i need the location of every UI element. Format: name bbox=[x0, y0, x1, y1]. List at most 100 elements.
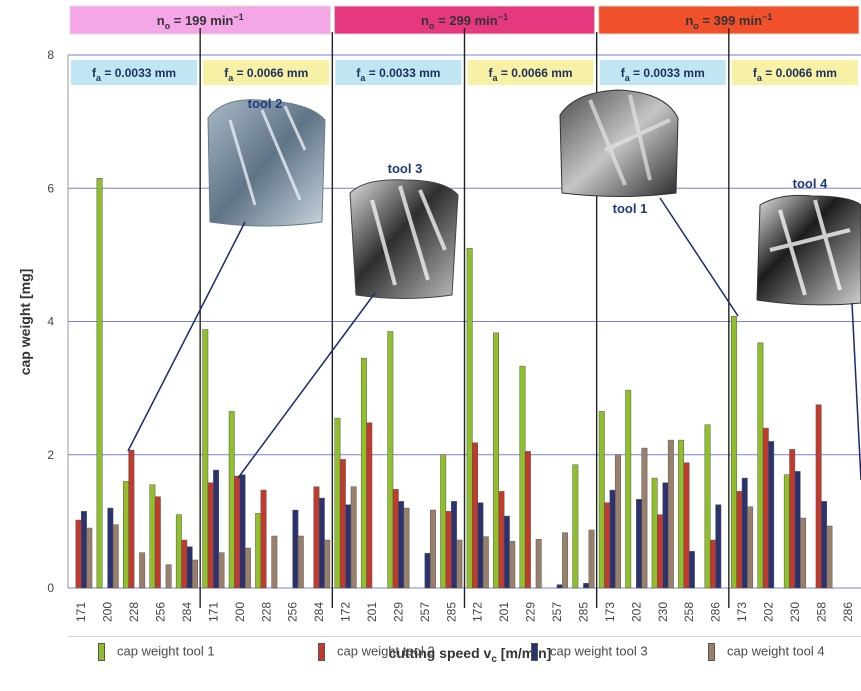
chart-legend: cap weight tool 1 cap weight tool 2 cap … bbox=[68, 636, 861, 677]
tool-4-label: tool 4 bbox=[793, 176, 828, 191]
bar-cap-weight-tool-4-15 bbox=[482, 536, 489, 589]
bar-cap-weight-tool-4-6 bbox=[244, 547, 251, 589]
bar-cap-weight-tool-3-18 bbox=[556, 584, 563, 589]
bar-cap-weight-tool-2-3 bbox=[154, 496, 161, 589]
bar-cap-weight-tool-1-26 bbox=[757, 342, 764, 589]
bar-cap-weight-tool-1-17 bbox=[519, 365, 526, 589]
bar-cap-weight-tool-3-21 bbox=[636, 499, 642, 589]
bar-cap-weight-tool-2-17 bbox=[524, 451, 531, 589]
legend-label: cap weight tool 3 bbox=[550, 643, 648, 659]
tool-3-label: tool 3 bbox=[388, 161, 423, 176]
feed-label-box-0 bbox=[71, 60, 198, 85]
x-tick-label: 171 bbox=[74, 602, 88, 622]
bar-cap-weight-tool-3-1 bbox=[107, 507, 114, 589]
tool-4-pointer bbox=[851, 302, 861, 481]
bar-cap-weight-tool-4-7 bbox=[271, 535, 278, 589]
bar-cap-weight-tool-3-5 bbox=[213, 469, 220, 589]
bar-cap-weight-tool-4-1 bbox=[112, 524, 119, 589]
bar-cap-weight-tool-4-3 bbox=[165, 564, 172, 589]
bars bbox=[75, 178, 833, 589]
feed-label: fa = 0.0033 mm bbox=[92, 66, 176, 83]
x-tick-label: 258 bbox=[682, 602, 696, 622]
bar-cap-weight-tool-4-14 bbox=[456, 539, 463, 589]
bar-cap-weight-tool-3-0 bbox=[80, 511, 87, 589]
bar-cap-weight-tool-3-25 bbox=[741, 477, 748, 589]
bar-cap-weight-tool-4-0 bbox=[86, 527, 93, 589]
bar-cap-weight-tool-1-27 bbox=[783, 474, 790, 589]
bar-cap-weight-tool-1-22 bbox=[651, 477, 658, 589]
legend-item-tool-3: cap weight tool 3 bbox=[531, 643, 648, 661]
speed-header-label: no = 299 min−1 bbox=[421, 12, 508, 31]
bar-cap-weight-tool-4-2 bbox=[139, 552, 146, 589]
bar-cap-weight-tool-4-19 bbox=[588, 529, 595, 589]
x-tick-label: 285 bbox=[444, 602, 458, 622]
bar-cap-weight-tool-3-9 bbox=[318, 497, 325, 589]
bar-cap-weight-tool-1-15 bbox=[466, 247, 473, 589]
tool-1-image bbox=[559, 89, 679, 197]
feed-label-box-4 bbox=[599, 60, 726, 85]
x-tick-label: 286 bbox=[709, 602, 723, 622]
x-tick-label: 172 bbox=[471, 602, 485, 622]
tool-4-image bbox=[756, 194, 861, 306]
x-tick-label: 257 bbox=[550, 602, 564, 622]
bar-cap-weight-tool-4-28 bbox=[826, 525, 833, 589]
bar-cap-weight-tool-3-8 bbox=[292, 509, 299, 589]
x-tick-label: 256 bbox=[286, 602, 300, 622]
x-tick-label: 200 bbox=[101, 602, 115, 622]
bar-cap-weight-tool-3-16 bbox=[503, 515, 510, 589]
bar-cap-weight-tool-4-4 bbox=[192, 559, 199, 589]
feed-label: fa = 0.0066 mm bbox=[224, 66, 308, 83]
x-tick-label: 229 bbox=[524, 602, 538, 622]
bar-cap-weight-tool-3-27 bbox=[794, 471, 801, 589]
bar-cap-weight-tool-4-8 bbox=[297, 535, 304, 589]
bar-cap-weight-tool-2-24 bbox=[709, 539, 716, 589]
x-tick-label: 228 bbox=[127, 602, 141, 622]
bar-cap-weight-tool-2-10 bbox=[339, 459, 346, 589]
bar-cap-weight-tool-3-19 bbox=[583, 583, 590, 589]
bar-cap-weight-tool-4-9 bbox=[324, 539, 331, 589]
tool-2-label: tool 2 bbox=[248, 96, 283, 111]
speed-header-label: no = 399 min−1 bbox=[685, 12, 772, 31]
bar-cap-weight-tool-2-27 bbox=[789, 449, 796, 589]
bar-cap-weight-tool-3-6 bbox=[239, 474, 246, 589]
bar-cap-weight-tool-3-15 bbox=[477, 502, 484, 589]
bar-cap-weight-tool-1-12 bbox=[387, 331, 394, 589]
feed-label-box-1 bbox=[203, 60, 330, 85]
feed-label: fa = 0.0066 mm bbox=[753, 66, 837, 83]
x-tick-label: 202 bbox=[761, 602, 775, 622]
bar-cap-weight-tool-3-23 bbox=[688, 551, 695, 589]
bar-cap-weight-tool-4-25 bbox=[747, 506, 754, 589]
y-tick-label: 8 bbox=[47, 48, 54, 62]
legend-swatch bbox=[708, 643, 715, 661]
bar-cap-weight-tool-1-6 bbox=[228, 411, 235, 589]
bar-cap-weight-tool-2-26 bbox=[762, 427, 769, 589]
bar-cap-weight-tool-4-12 bbox=[403, 507, 410, 589]
bar-cap-weight-tool-2-15 bbox=[472, 442, 478, 589]
feed-label: fa = 0.0066 mm bbox=[489, 66, 573, 83]
bar-cap-weight-tool-1-24 bbox=[704, 424, 711, 589]
bar-cap-weight-tool-1-16 bbox=[493, 332, 500, 589]
bar-cap-weight-tool-3-28 bbox=[821, 501, 827, 589]
axes: 0 2 4 6 8 171 200 228 256 284 171 200 228 256 284 172 20… bbox=[47, 48, 854, 622]
x-tick-label: 200 bbox=[233, 602, 247, 622]
tool-2-pointer bbox=[127, 221, 246, 452]
bar-cap-weight-tool-4-13 bbox=[430, 509, 436, 589]
x-tick-label: 172 bbox=[339, 602, 353, 622]
x-tick-label: 201 bbox=[497, 602, 511, 622]
x-tick-label: 228 bbox=[259, 602, 273, 622]
x-tick-label: 230 bbox=[656, 602, 670, 622]
speed-group-headers: no = 199 min−1 no = 299 min−1 no = 399 min… bbox=[69, 5, 860, 35]
bar-cap-weight-tool-1-7 bbox=[255, 513, 262, 589]
bar-cap-weight-tool-3-14 bbox=[451, 501, 457, 589]
bar-cap-weight-tool-2-2 bbox=[128, 449, 135, 589]
bar-cap-weight-tool-1-11 bbox=[360, 357, 367, 589]
bar-cap-weight-tool-4-20 bbox=[615, 454, 621, 589]
bar-cap-weight-tool-1-23 bbox=[678, 439, 685, 589]
bar-cap-weight-tool-3-13 bbox=[424, 553, 431, 589]
x-tick-label: 285 bbox=[576, 602, 590, 622]
feed-label: fa = 0.0033 mm bbox=[621, 66, 705, 83]
x-tick-label: 284 bbox=[180, 602, 194, 622]
tool-3-pointer bbox=[237, 292, 376, 479]
x-tick-label: 230 bbox=[788, 602, 802, 622]
